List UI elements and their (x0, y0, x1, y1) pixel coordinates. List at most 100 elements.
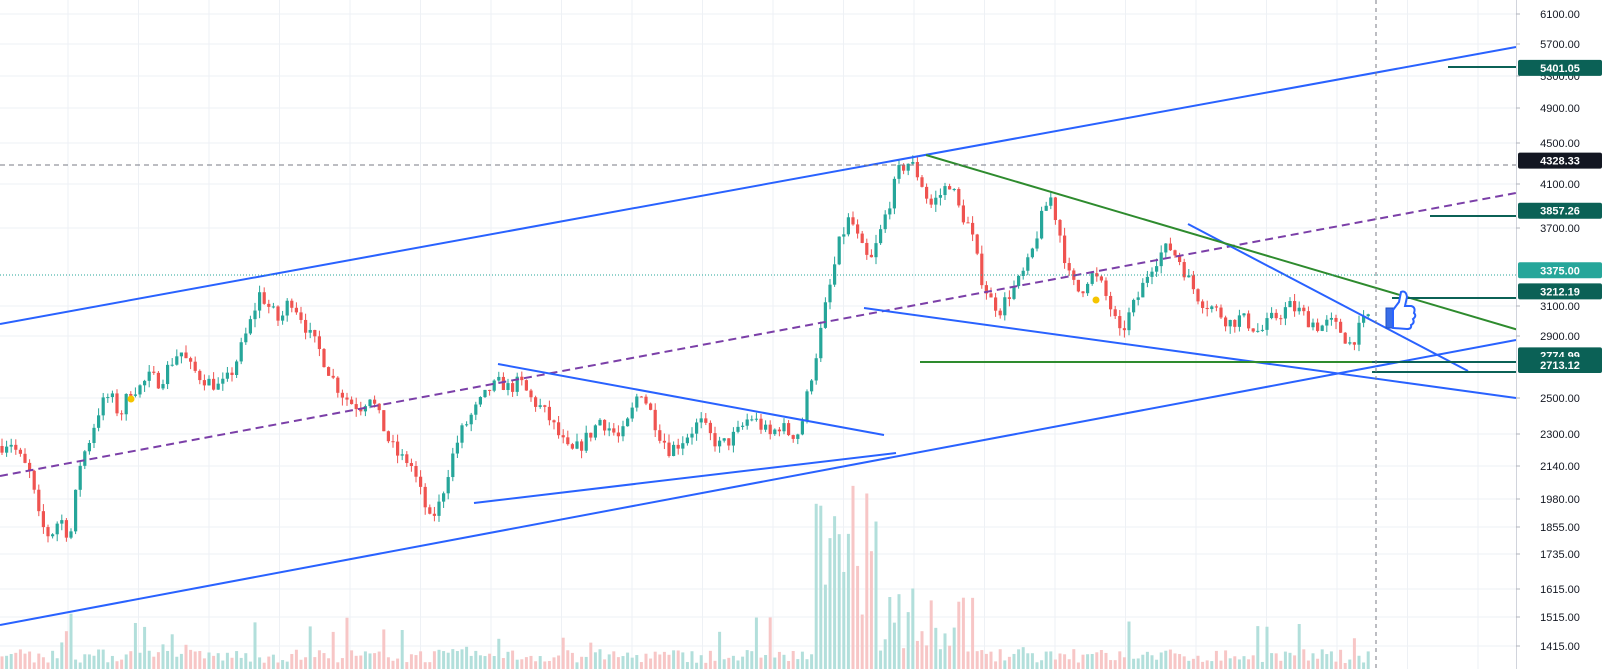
volume-bar (966, 651, 970, 669)
volume-bar (483, 656, 487, 669)
price-badge-box (1518, 356, 1602, 373)
volume-bar (465, 646, 469, 669)
candle-body (83, 451, 87, 466)
candle-body (110, 393, 114, 398)
volume-bar (271, 654, 275, 669)
volume-bar (1007, 656, 1011, 669)
volume-bar (78, 662, 82, 669)
candle-body (69, 531, 73, 538)
volume-bar (1136, 658, 1140, 669)
volume-bar (46, 662, 50, 669)
trendline-drawings[interactable] (0, 0, 1552, 669)
volume-bar (833, 516, 837, 669)
candle-body (534, 397, 538, 407)
candle-body (787, 423, 791, 436)
candle-body (501, 376, 505, 390)
thumbs-up-icon (1385, 290, 1417, 331)
volume-bar (828, 538, 832, 669)
volume-bar (957, 601, 961, 669)
volume-bar (860, 614, 864, 669)
candle-body (649, 403, 653, 410)
candle-body (860, 233, 864, 243)
volume-bar (575, 662, 579, 669)
volume-bar (101, 649, 105, 669)
candle-body (373, 399, 377, 404)
volume-bar (207, 652, 211, 669)
price-axis[interactable]: 6100.005700.005300.004900.004500.004100.… (1516, 0, 1604, 669)
candle-body (216, 383, 220, 390)
candle-body (1196, 289, 1200, 302)
volume-bar (837, 534, 841, 669)
candle-body (681, 443, 685, 449)
candle-body (308, 329, 312, 333)
candle-body (975, 234, 979, 254)
volume-bar (1201, 661, 1205, 669)
candle-body (1035, 238, 1039, 249)
volume-bar (1293, 655, 1297, 669)
volume-bar (60, 642, 64, 669)
volume-bar (1247, 659, 1251, 669)
volume-bar (451, 649, 455, 669)
volume-bar (313, 657, 317, 669)
candle-body (552, 420, 556, 423)
volume-bar (607, 654, 611, 669)
volume-bar (883, 639, 887, 669)
candle-body (1040, 210, 1044, 239)
volume-bar (874, 521, 878, 669)
thumbs-up-hand (1392, 290, 1417, 331)
volume-bar (55, 658, 59, 669)
volume-bar (345, 617, 349, 669)
volume-bar (1242, 656, 1246, 669)
volume-bar (1265, 626, 1269, 669)
candle-body (1329, 317, 1333, 320)
volume-bar (511, 650, 515, 669)
candle-body (626, 418, 630, 427)
volume-bar (386, 657, 390, 669)
volume-bar (1325, 654, 1329, 669)
volume-bar (87, 654, 91, 669)
candle-body (580, 441, 584, 451)
volume-bar (350, 650, 354, 669)
volume-bar (994, 661, 998, 669)
candle-body (400, 454, 404, 456)
candle-body (267, 303, 271, 307)
candle-body (685, 437, 689, 444)
volume-bar (14, 652, 18, 669)
volume-bar (690, 651, 694, 669)
price-axis-tick-label: 1515.00 (1540, 612, 1580, 624)
candle-body (727, 438, 731, 446)
volume-bar (1233, 656, 1237, 669)
volume-bar (253, 622, 257, 669)
candle-body (55, 523, 59, 535)
candle-body (460, 425, 464, 443)
volume-bar (1003, 660, 1007, 669)
volume-bar (327, 658, 331, 669)
volume-bar (5, 655, 9, 669)
volume-bar (1122, 657, 1126, 669)
volume-bar (184, 644, 188, 669)
volume-bar (704, 662, 708, 669)
candle-body (695, 422, 699, 434)
volume-bar (0, 656, 4, 669)
volume-bar (1072, 649, 1076, 669)
candle-body (161, 384, 165, 389)
volume-bar (1237, 659, 1241, 669)
price-axis-tick-label: 2900.00 (1540, 331, 1580, 343)
candle-body (1118, 316, 1122, 329)
candle-body (851, 217, 855, 225)
candle-body (1090, 273, 1094, 284)
candle-body (1164, 243, 1168, 253)
signal-dot (127, 395, 135, 403)
price-axis-tick-label: 6100.00 (1540, 9, 1580, 21)
volume-bar (258, 657, 262, 669)
candles (0, 155, 1370, 543)
candle-body (497, 376, 501, 381)
signal-dot (1092, 296, 1100, 304)
candle-body (612, 428, 616, 433)
volume-bar (557, 655, 561, 669)
volume-bar (354, 655, 358, 669)
